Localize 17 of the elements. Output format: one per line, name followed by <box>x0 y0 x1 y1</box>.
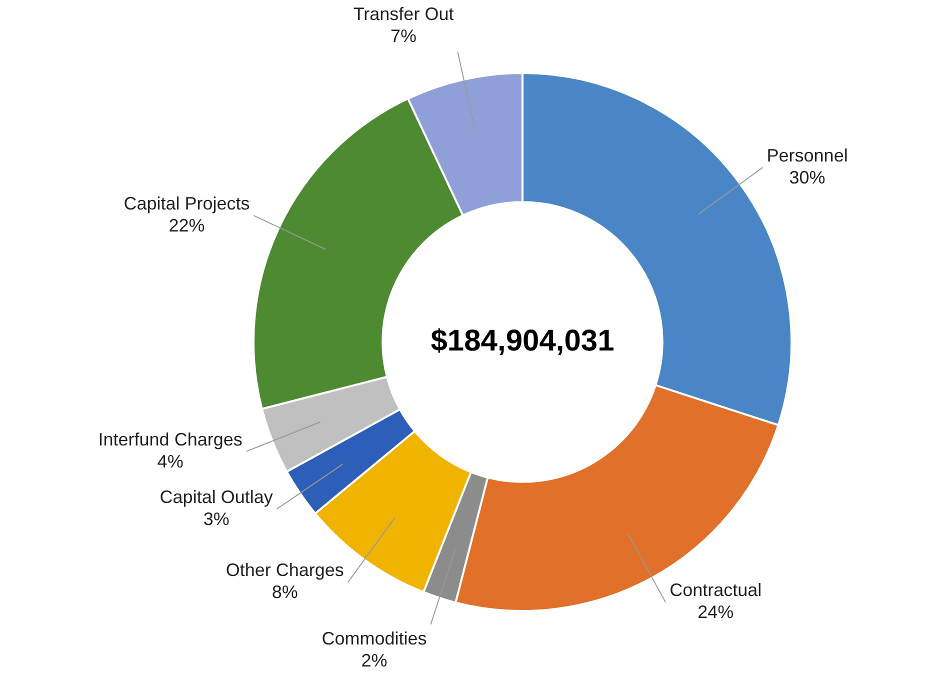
data-label: 4% <box>157 451 184 472</box>
data-label: 30% <box>789 167 826 188</box>
slice-label: Interfund Charges <box>98 429 242 450</box>
data-label: 24% <box>698 602 734 622</box>
slice-label: Transfer Out <box>353 4 454 24</box>
slice-label: Capital Projects <box>124 194 250 214</box>
slice-label: Commodities <box>322 628 427 648</box>
slice-label: Contractual <box>670 580 762 600</box>
data-label: 8% <box>272 582 298 602</box>
data-label: 3% <box>203 508 230 529</box>
data-label: 2% <box>361 650 388 670</box>
slice-label: Capital Outlay <box>160 486 273 507</box>
text: $184,904,031 <box>430 324 614 358</box>
slice-label: Other Charges <box>226 560 344 580</box>
data-label: 22% <box>168 216 205 236</box>
slice-label: Personnel <box>766 145 848 166</box>
data-label: 7% <box>390 26 417 46</box>
